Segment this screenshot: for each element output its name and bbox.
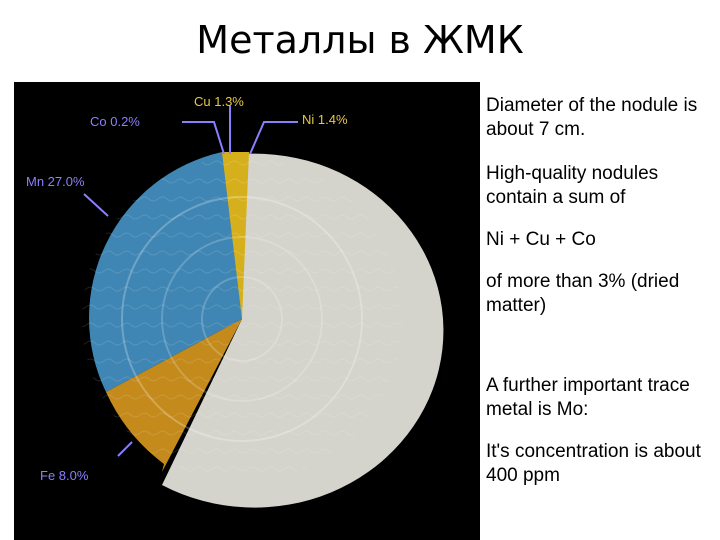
mn-leader-line: [83, 193, 109, 217]
nodule-photo: Co 0.2% Cu 1.3% Ni 1.4% Mn 27.0% Fe 8.0%: [14, 82, 480, 540]
ni-leader-line: [249, 121, 298, 155]
co-label: Co 0.2%: [90, 114, 140, 129]
ni-label: Ni 1.4%: [302, 112, 348, 127]
diameter-text: Diameter of the nodule is about 7 cm.: [486, 95, 698, 140]
fe-label: Fe 8.0%: [40, 468, 89, 483]
mn-label: Mn 27.0%: [26, 174, 85, 189]
metal-sum-text: Ni + Cu + Co: [486, 229, 596, 250]
co-leader-line: [182, 121, 225, 155]
nodule-pie-figure: [82, 106, 444, 508]
cu-label: Cu 1.3%: [194, 94, 244, 109]
slide-title: Металлы в ЖМК: [196, 18, 524, 62]
threshold-text: of more than 3% (dried matter): [486, 271, 680, 316]
quality-text: High-quality nodules contain a sum of: [486, 163, 659, 208]
fe-leader-line: [117, 441, 133, 457]
concentration-text: It's concentration is about 400 ppm: [486, 441, 701, 486]
mo-text: A further important trace metal is Mo:: [486, 375, 690, 420]
